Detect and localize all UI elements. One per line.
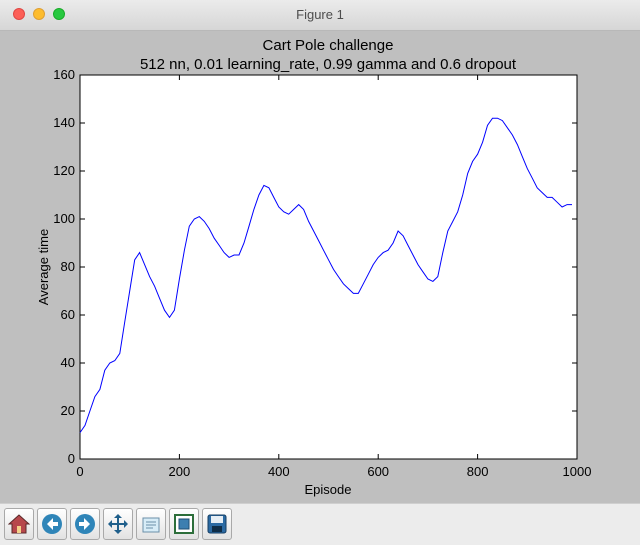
y-tick-label: 80: [61, 259, 75, 274]
y-axis-label: Average time: [36, 229, 51, 305]
forward-button[interactable]: [70, 508, 100, 540]
forward-arrow-icon: [75, 514, 95, 534]
plot-area: [79, 74, 578, 460]
chart-subtitle: 512 nn, 0.01 learning_rate, 0.99 gamma a…: [140, 56, 517, 73]
y-tick-label: 100: [53, 211, 75, 226]
toolbar: [0, 503, 640, 545]
chart-title: Cart Pole challenge: [263, 37, 394, 54]
home-button[interactable]: [4, 508, 34, 540]
figure-canvas[interactable]: Cart Pole challenge 512 nn, 0.01 learnin…: [0, 31, 640, 503]
save-icon: [207, 514, 227, 534]
y-tick-label: 40: [61, 355, 75, 370]
x-tick-label: 1000: [563, 464, 592, 479]
move-icon: [108, 514, 128, 534]
line-chart: Cart Pole challenge 512 nn, 0.01 learnin…: [36, 37, 592, 497]
x-tick-label: 0: [76, 464, 83, 479]
pan-button[interactable]: [103, 508, 133, 540]
title-bar[interactable]: Figure 1: [0, 0, 640, 31]
y-tick-label: 60: [61, 307, 75, 322]
minimize-window-button[interactable]: [33, 8, 45, 20]
x-tick-label: 400: [268, 464, 290, 479]
x-axis-label: Episode: [305, 482, 352, 497]
subplots-icon: [142, 517, 160, 533]
home-icon: [8, 514, 30, 534]
series-line: [79, 117, 572, 433]
back-arrow-icon: [42, 514, 62, 534]
x-tick-label: 200: [169, 464, 191, 479]
window-title: Figure 1: [296, 7, 344, 22]
y-tick-label: 160: [53, 67, 75, 82]
y-tick-label: 20: [61, 403, 75, 418]
x-tick-label: 600: [367, 464, 389, 479]
y-tick-label: 120: [53, 163, 75, 178]
x-tick-label: 800: [467, 464, 489, 479]
y-tick-label: 0: [68, 451, 75, 466]
maximize-window-button[interactable]: [53, 8, 65, 20]
zoom-rect-icon: [174, 514, 194, 534]
close-window-button[interactable]: [13, 8, 25, 20]
y-tick-label: 140: [53, 115, 75, 130]
back-button[interactable]: [37, 508, 67, 540]
configure-subplots-button[interactable]: [136, 508, 166, 540]
zoom-to-rect-button[interactable]: [169, 508, 199, 540]
save-button[interactable]: [202, 508, 232, 540]
